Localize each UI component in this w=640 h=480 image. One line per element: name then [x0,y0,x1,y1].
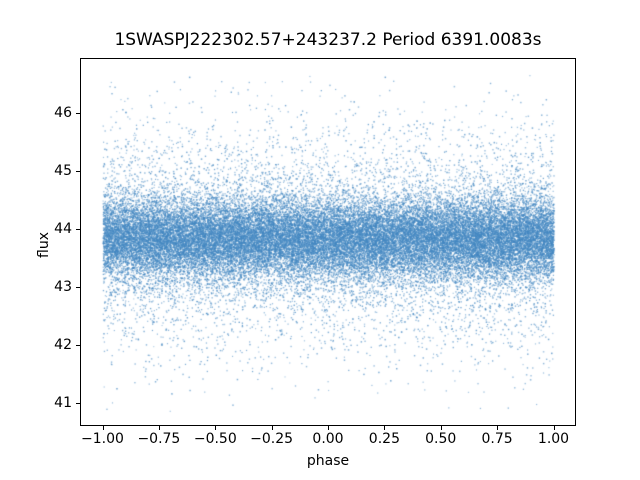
x-tick-mark [102,426,104,430]
x-tick-label: −0.50 [193,431,237,447]
y-tick-label: 44 [54,221,72,237]
y-tick-mark [76,344,80,346]
y-tick-mark [76,402,80,404]
x-tick-mark [384,426,386,430]
x-tick-mark [328,426,329,430]
x-tick-label: −0.25 [250,431,294,447]
y-tick-label: 41 [54,394,72,411]
y-tick-label: 46 [54,105,72,122]
x-tick-mark [497,426,499,430]
x-tick-label: 0.25 [368,431,400,447]
y-tick-label: 45 [54,163,72,179]
y-tick-mark [76,229,80,230]
x-tick-mark [553,426,555,430]
x-tick-label: 0.75 [481,431,513,447]
y-tick-mark [76,171,80,172]
x-tick-mark [158,426,160,430]
x-tick-label: 1.00 [537,431,570,447]
x-tick-label: 0.00 [312,431,344,447]
y-axis-label: flux [36,232,52,258]
x-tick-label: −0.75 [137,431,181,447]
chart-title: 1SWASPJ222302.57+243237.2 Period 6391.00… [114,30,542,50]
x-tick-mark [271,426,273,430]
x-tick-label: 0.50 [425,431,457,447]
axes-box [80,58,576,426]
y-tick-label: 43 [54,278,72,295]
y-tick-mark [76,113,80,115]
x-tick-label: −1.00 [81,431,124,447]
x-axis-label: phase [306,453,350,469]
y-tick-mark [76,286,80,288]
y-tick-label: 42 [54,336,72,353]
x-tick-mark [215,426,217,430]
x-tick-mark [440,426,442,430]
